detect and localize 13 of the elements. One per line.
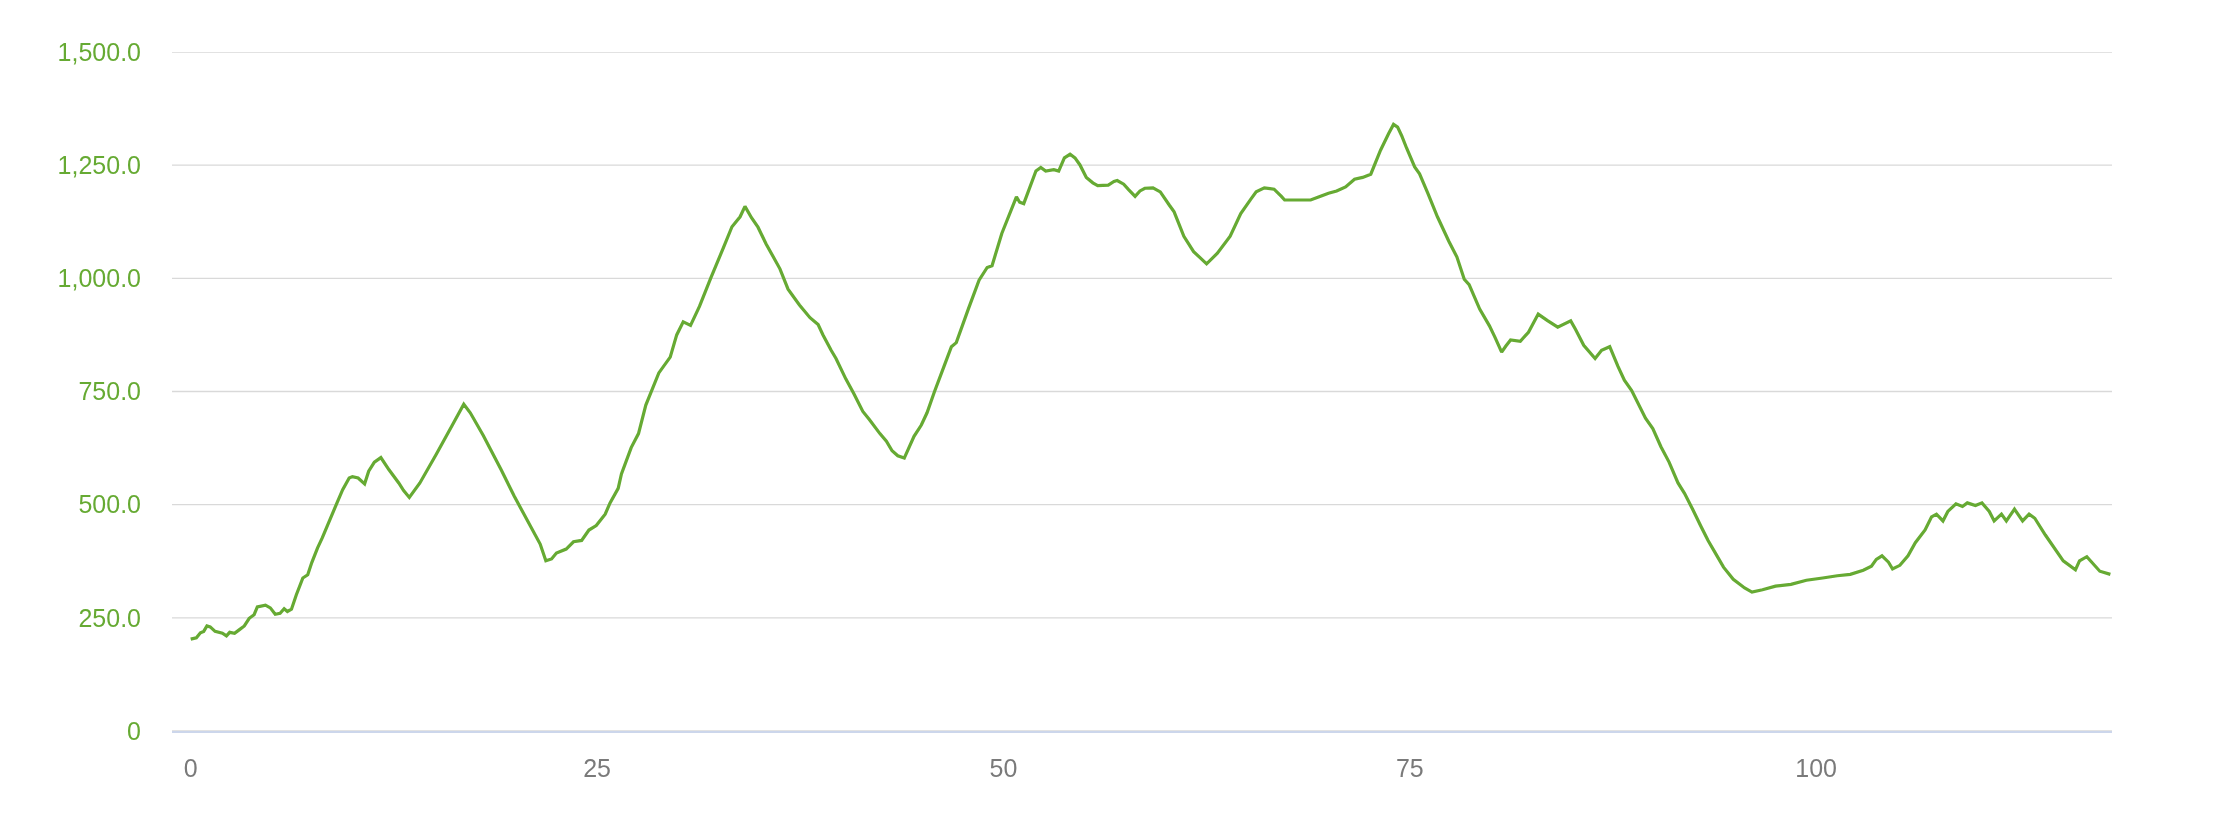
x-tick-label: 100 (1795, 753, 1838, 782)
y-tick-label: 250.0 (78, 603, 141, 632)
line-series (189, 122, 2112, 641)
y-tick-label: 1,000.0 (57, 264, 141, 293)
y-tick-label: 750.0 (78, 377, 141, 406)
x-tick-label: 25 (583, 753, 611, 782)
x-tick-label: 75 (1395, 753, 1424, 782)
y-tick-label: 0 (127, 716, 141, 745)
y-tick-label: 1,500.0 (57, 37, 141, 66)
x-tick-label: 50 (989, 753, 1018, 782)
y-tick-label: 500.0 (78, 490, 141, 519)
x-tick-label: 0 (183, 753, 198, 782)
y-tick-label: 1,250.0 (57, 150, 141, 179)
